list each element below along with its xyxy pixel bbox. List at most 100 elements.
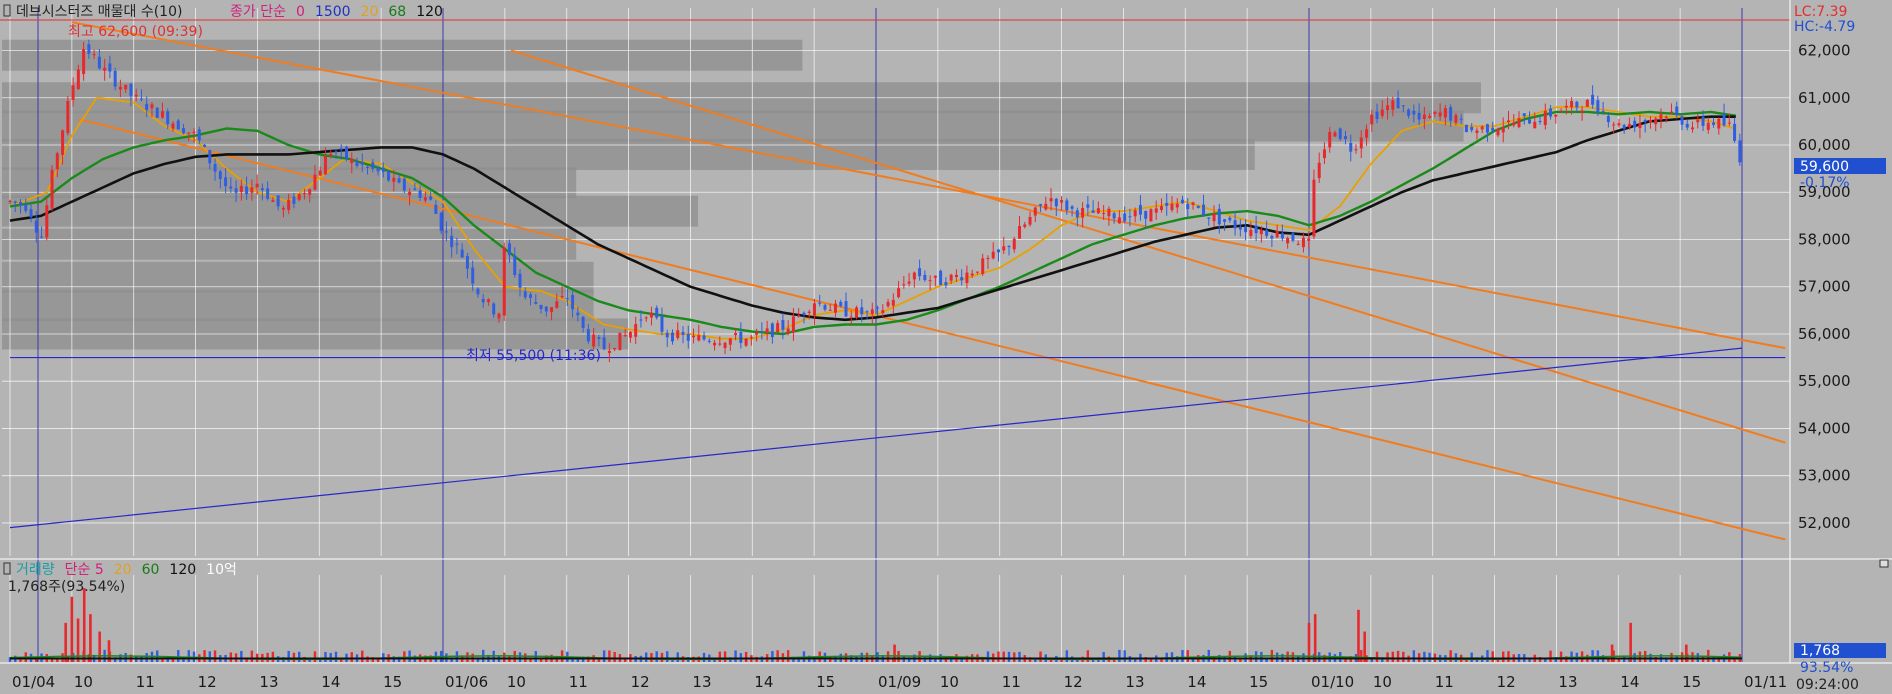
candle-body: [786, 328, 790, 334]
volume-bar: [1223, 657, 1226, 662]
volume-bar: [89, 614, 92, 662]
volume-bar: [1060, 658, 1063, 662]
pane-resize-icon[interactable]: [1879, 559, 1889, 568]
candle-body: [455, 243, 459, 245]
candle-body: [670, 332, 674, 342]
candle-body: [1712, 122, 1716, 125]
candle-body: [492, 303, 496, 315]
candle-body: [45, 205, 49, 238]
volume-bar: [1654, 657, 1657, 662]
volume-bar: [229, 652, 233, 662]
volume-bar: [1680, 652, 1684, 662]
volume-bar: [876, 652, 879, 662]
candle-body: [471, 267, 475, 284]
volume-bar: [1491, 651, 1494, 662]
square-icon[interactable]: [3, 4, 11, 17]
candle-body: [860, 307, 864, 315]
candle-body: [1228, 217, 1232, 221]
candle-body: [1338, 128, 1342, 139]
candle-body: [1559, 110, 1563, 113]
x-tick-label: 01/11: [1744, 673, 1787, 691]
y-tick-label: 59,000: [1798, 183, 1851, 201]
candle-body: [749, 336, 753, 338]
candle-body: [855, 307, 859, 318]
candle-body: [1522, 113, 1526, 117]
candle-body: [1580, 110, 1584, 113]
candle-body: [818, 302, 822, 304]
candle-body: [1512, 122, 1516, 126]
candle-body: [513, 255, 517, 275]
volume-bar: [886, 651, 890, 662]
candle-body: [613, 347, 617, 350]
legend-entry: 68: [388, 4, 406, 20]
candle-body: [1296, 243, 1300, 245]
candle-body: [723, 342, 727, 349]
candle-body: [444, 231, 448, 233]
volume-bar: [1360, 649, 1363, 662]
candle-body: [776, 323, 780, 333]
volume-bar: [1344, 657, 1347, 662]
candle-body: [539, 304, 543, 309]
candle-body: [1175, 203, 1179, 208]
candle-body: [1401, 105, 1405, 107]
candle-body: [1370, 114, 1374, 125]
candle-body: [828, 309, 832, 311]
candle-body: [366, 167, 370, 169]
volume-bar: [324, 651, 327, 662]
candle-body: [891, 299, 895, 306]
volume-bar: [1013, 652, 1016, 662]
volume-bar: [1449, 650, 1452, 662]
volume-legend-entry: 단순 5: [65, 562, 104, 578]
volume-bar: [1544, 658, 1547, 662]
candle-body: [965, 272, 969, 283]
candle-body: [1301, 237, 1305, 248]
candle-body: [271, 200, 275, 202]
candle-body: [1685, 123, 1689, 128]
candle-body: [176, 120, 180, 130]
candle-body: [1265, 229, 1269, 236]
candle-body: [1333, 132, 1337, 137]
candle-body: [713, 342, 717, 346]
candle-body: [812, 303, 816, 316]
candle-body: [586, 329, 590, 342]
volume-bar: [1470, 652, 1473, 662]
candle-body: [1491, 127, 1495, 131]
candle-body: [360, 161, 364, 165]
candle-body: [644, 317, 648, 319]
volume-bar: [1186, 650, 1189, 662]
volume-bar: [1133, 658, 1137, 662]
candle-body: [1012, 238, 1016, 250]
candle-body: [1691, 127, 1695, 130]
candle-body: [1738, 140, 1742, 163]
candle-body: [681, 331, 685, 335]
candle-body: [1575, 101, 1579, 108]
candle-body: [1249, 229, 1253, 236]
square-icon[interactable]: [3, 562, 11, 575]
volume-legend: 거래량 단순 5 20 60 120 10억: [16, 562, 237, 578]
volume-bar: [986, 651, 990, 662]
x-tick-label: 01/04: [12, 673, 55, 691]
candle-body: [1591, 94, 1595, 105]
volume-bar: [313, 651, 317, 662]
candle-body: [423, 197, 427, 201]
volume-bar: [1034, 658, 1037, 662]
volume-bar: [1291, 652, 1295, 662]
candle-body: [1506, 120, 1510, 123]
candle-body: [1627, 123, 1631, 128]
volume-bar: [1357, 609, 1360, 662]
volume-bar: [82, 588, 86, 662]
candle-body: [76, 69, 80, 90]
volume-bar: [292, 652, 296, 662]
volume-bar: [1102, 651, 1105, 662]
volume-bar: [1260, 651, 1263, 662]
candle-body: [791, 316, 795, 333]
volume-bar: [907, 657, 911, 662]
price-badge-bg: [1794, 158, 1886, 174]
candle-body: [1459, 118, 1463, 120]
candle-body: [1727, 122, 1731, 124]
ma-long-line: [9, 115, 1736, 322]
candle-body: [1528, 119, 1532, 124]
candle-body: [734, 333, 738, 336]
series-legend: 종가 단순 0 1500 20 68 120: [230, 4, 443, 20]
volume-profile-bar: [2, 195, 698, 227]
